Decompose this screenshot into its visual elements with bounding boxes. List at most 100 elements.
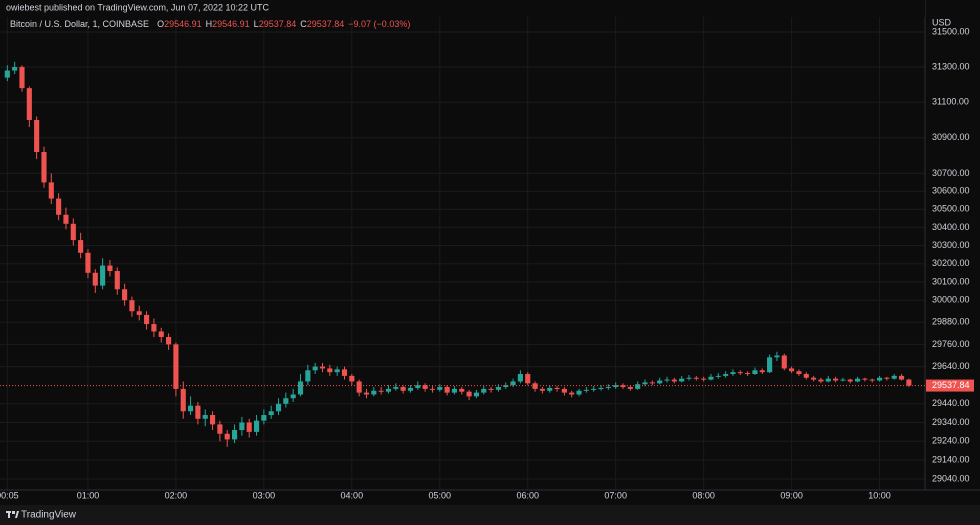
candle-body — [41, 151, 47, 183]
candle-body — [209, 415, 216, 425]
x-tick-label: 03:00 — [253, 490, 276, 500]
candle-body — [327, 368, 333, 373]
candle-body — [429, 388, 436, 390]
candle-body — [19, 67, 25, 89]
x-tick-label: 10:00 — [868, 490, 891, 500]
x-tick-label: 09:00 — [780, 490, 803, 500]
candle-body — [723, 374, 729, 376]
candle-body — [627, 387, 633, 389]
candle-body — [261, 415, 267, 421]
y-tick-label: 30700.00 — [932, 168, 970, 178]
candle-body — [415, 385, 421, 388]
candle-body — [701, 378, 707, 380]
brand: TradingView — [21, 510, 77, 521]
candle-body — [715, 375, 721, 377]
candle-body — [561, 388, 567, 393]
legend-value: 29546.91 — [164, 19, 202, 29]
candle-body — [554, 387, 560, 389]
logo — [6, 511, 19, 518]
candle-body — [180, 388, 186, 412]
candle-body — [642, 382, 648, 385]
legend-key: O — [157, 19, 164, 29]
candle-body — [466, 391, 472, 397]
candle-body — [283, 398, 289, 404]
candle-body — [12, 67, 18, 71]
candle-body — [246, 422, 252, 432]
x-tick-label: 01:00 — [77, 490, 100, 500]
candle-body — [92, 272, 98, 286]
candle-body — [576, 390, 582, 395]
candle-body — [129, 300, 135, 312]
candle-body — [136, 311, 142, 315]
candle-body — [906, 379, 912, 386]
candle-body — [385, 388, 392, 392]
candle-body — [517, 374, 523, 382]
candle-body — [319, 366, 326, 369]
y-tick-label: 30400.00 — [932, 222, 970, 232]
legend-value: 29537.84 — [307, 19, 345, 29]
candle-body — [876, 377, 883, 381]
candle-body — [547, 387, 553, 391]
candle-body — [481, 388, 487, 393]
last-price-box — [926, 379, 974, 392]
candle-body — [444, 387, 450, 393]
y-tick-label: 29880.00 — [932, 317, 970, 327]
candle-body — [202, 415, 208, 419]
candle-body — [473, 392, 479, 397]
candle-body — [349, 375, 355, 382]
legend-value: 29546.91 — [212, 19, 250, 29]
candle-body — [144, 314, 150, 325]
y-tick-label: 30900.00 — [932, 132, 970, 142]
candle-body — [833, 378, 839, 381]
y-tick-label: 29760.00 — [932, 339, 970, 349]
candle-body — [224, 433, 230, 440]
candle-body — [334, 369, 340, 373]
candle-body — [898, 375, 905, 380]
y-unit: USD — [932, 17, 952, 27]
candle-body — [188, 405, 194, 412]
candle-body — [85, 252, 91, 273]
candle-body — [158, 331, 164, 337]
y-tick-label: 31300.00 — [932, 61, 970, 71]
x-tick-label: 07:00 — [604, 490, 627, 500]
x-tick-label: 00:05 — [0, 490, 19, 500]
candle-body — [583, 389, 589, 391]
candle-body — [891, 375, 897, 379]
candle-body — [268, 411, 274, 416]
footer — [0, 505, 980, 525]
candle-body — [796, 371, 802, 375]
y-tick-label: 29640.00 — [932, 361, 970, 371]
candle-body — [789, 368, 795, 372]
candle-body — [63, 214, 69, 224]
candle-body — [371, 390, 377, 395]
candle-body — [26, 88, 32, 120]
candle-body — [70, 223, 76, 241]
candle-body — [862, 378, 868, 380]
candle-body — [34, 119, 40, 152]
candle-body — [745, 373, 751, 375]
candle-body — [605, 387, 611, 389]
candle-body — [525, 374, 531, 384]
y-tick-label: 30300.00 — [932, 240, 970, 250]
candle-body — [767, 357, 773, 373]
candle-body — [363, 392, 370, 395]
candle-body — [4, 70, 10, 78]
x-tick-label: 05:00 — [429, 490, 452, 500]
candle-body — [151, 324, 157, 332]
candle-body — [818, 379, 824, 382]
y-tick-label: 29140.00 — [932, 454, 970, 464]
candle-body — [48, 182, 54, 199]
y-tick-label: 30000.00 — [932, 295, 970, 305]
y-tick-label: 29240.00 — [932, 436, 970, 446]
candle-body — [635, 384, 641, 389]
y-tick-label: 30500.00 — [932, 204, 970, 214]
candle-body — [393, 387, 399, 389]
candle-body — [217, 424, 223, 434]
candle-body — [781, 355, 787, 369]
candle-body — [539, 388, 545, 391]
x-tick-label: 08:00 — [692, 490, 715, 500]
candle-body — [884, 377, 890, 379]
candle-body — [803, 374, 809, 378]
candle-body — [811, 377, 817, 380]
